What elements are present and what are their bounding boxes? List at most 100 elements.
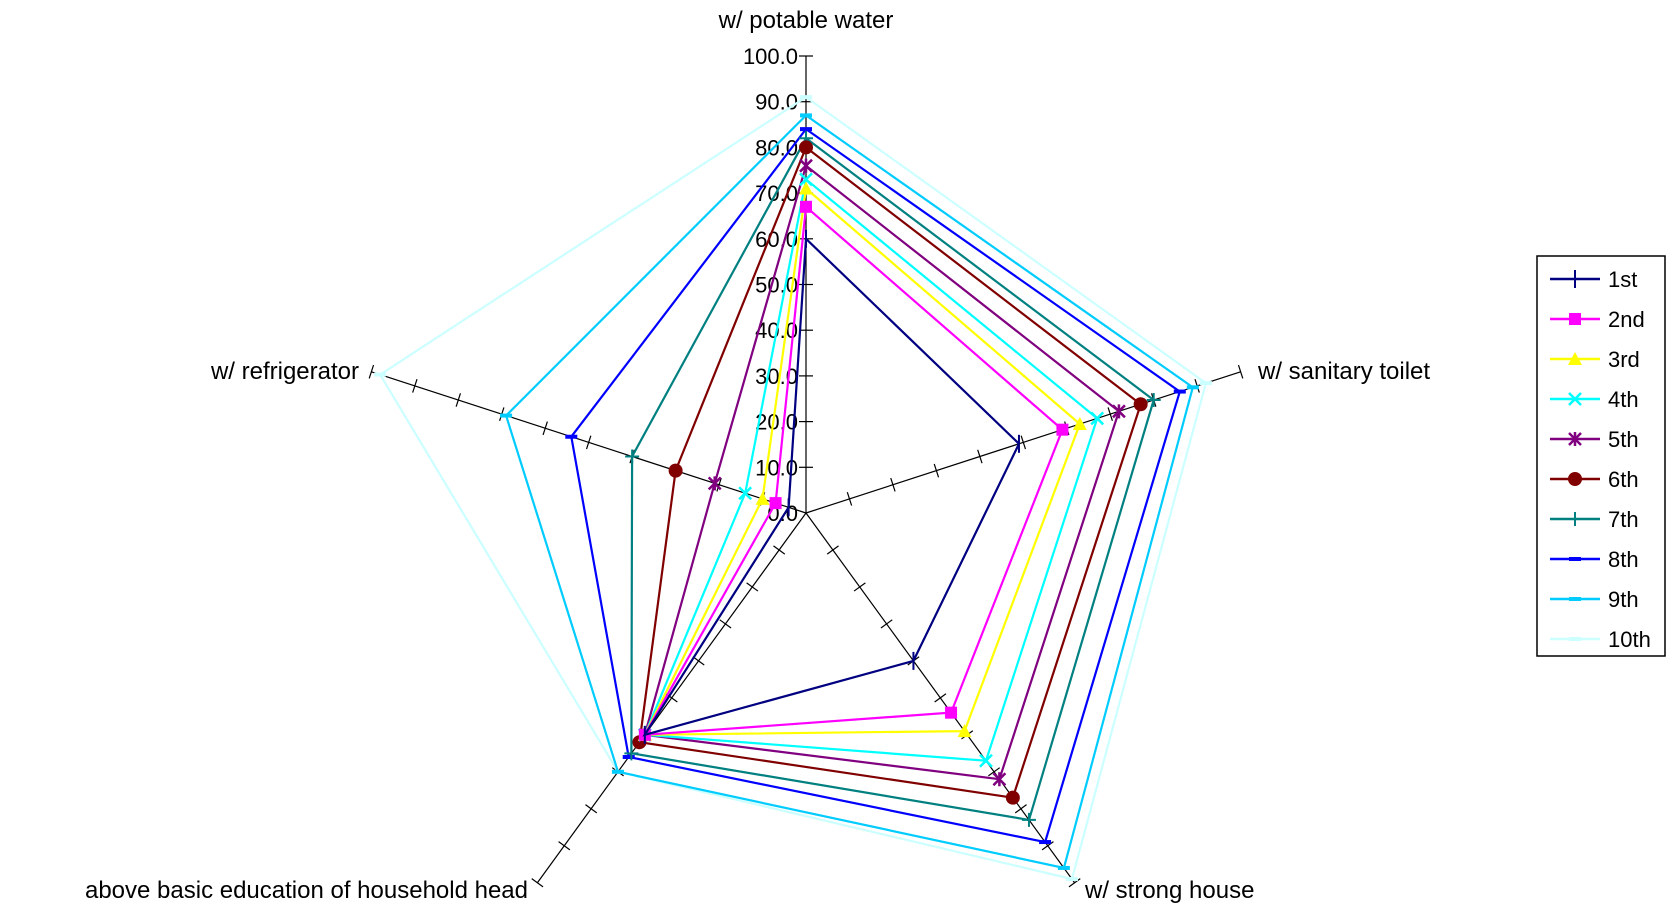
data-point bbox=[1186, 385, 1199, 390]
data-point bbox=[957, 724, 972, 738]
legend-item-5th: 5th bbox=[1550, 427, 1639, 452]
axis-tick bbox=[826, 545, 839, 555]
legend-label: 7th bbox=[1608, 507, 1639, 532]
axis-tick bbox=[585, 804, 598, 814]
data-point bbox=[1090, 411, 1105, 426]
data-point bbox=[1569, 597, 1581, 601]
axis-tick bbox=[412, 379, 418, 393]
series-layer bbox=[374, 95, 1212, 882]
axis-tick bbox=[1020, 435, 1027, 450]
axis-tick bbox=[542, 421, 548, 436]
axis-label: w/ strong house bbox=[1084, 877, 1254, 904]
data-point bbox=[769, 497, 782, 510]
axis-tick bbox=[934, 693, 947, 703]
series-line bbox=[643, 177, 1099, 762]
axis-tick bbox=[880, 619, 893, 629]
data-point bbox=[800, 200, 812, 213]
legend-label: 3rd bbox=[1608, 347, 1640, 372]
legend-item-7th: 7th bbox=[1550, 507, 1639, 532]
axis-tick bbox=[558, 841, 571, 851]
axis-labels: w/ potable water w/ sanitary toilet w/ str… bbox=[85, 7, 1430, 904]
data-point bbox=[611, 769, 624, 774]
legend-label: 2nd bbox=[1608, 307, 1645, 332]
data-point bbox=[1133, 397, 1148, 412]
data-point bbox=[799, 158, 813, 173]
legend-item-1st: 1st bbox=[1550, 267, 1637, 292]
legend-item-2nd: 2nd bbox=[1550, 307, 1645, 332]
data-point bbox=[1005, 790, 1020, 805]
data-point bbox=[622, 755, 635, 760]
axis-tick bbox=[1041, 841, 1054, 851]
legend-item-3rd: 3rd bbox=[1550, 347, 1640, 372]
axis-tick bbox=[846, 492, 853, 506]
legend-item-8th: 8th bbox=[1550, 547, 1639, 572]
tick-label: 90.0 bbox=[755, 90, 798, 115]
series-line bbox=[642, 236, 1021, 737]
axis-tick bbox=[455, 393, 462, 407]
series-6th bbox=[632, 140, 1148, 805]
axis-tick bbox=[746, 582, 759, 592]
tick-label: 30.0 bbox=[755, 364, 798, 389]
data-point bbox=[738, 486, 753, 501]
axis-label: above basic education of household head bbox=[85, 877, 528, 904]
series-8th bbox=[565, 127, 1186, 845]
axis-tick bbox=[988, 767, 1001, 777]
data-point bbox=[1568, 512, 1582, 526]
legend-label: 8th bbox=[1608, 547, 1639, 572]
series-line bbox=[642, 204, 1064, 737]
data-point bbox=[1569, 637, 1581, 641]
data-point bbox=[1199, 381, 1212, 386]
legend-label: 6th bbox=[1608, 467, 1639, 492]
axis-tick bbox=[719, 619, 732, 629]
axis-tick bbox=[1237, 364, 1244, 379]
data-point bbox=[1173, 389, 1186, 394]
data-point bbox=[992, 772, 1007, 787]
legend-label: 1st bbox=[1608, 267, 1637, 292]
data-point bbox=[1568, 472, 1582, 486]
data-point bbox=[1039, 840, 1052, 845]
axis-tick bbox=[716, 477, 722, 492]
data-point bbox=[1072, 417, 1087, 431]
data-point bbox=[1057, 865, 1070, 870]
axis-label: w/ sanitary toilet bbox=[1257, 358, 1430, 385]
series-line bbox=[630, 136, 1155, 822]
axis-tick bbox=[933, 463, 940, 478]
data-point bbox=[1568, 432, 1582, 446]
axis-label: w/ refrigerator bbox=[210, 358, 359, 385]
series-1st bbox=[642, 229, 1021, 744]
tick-label: 60.0 bbox=[755, 227, 798, 252]
series-line bbox=[638, 145, 1142, 799]
series-line bbox=[378, 95, 1208, 881]
legend-label: 9th bbox=[1608, 587, 1639, 612]
data-point bbox=[500, 413, 513, 418]
legend-item-10th: 10th bbox=[1550, 627, 1651, 652]
data-point bbox=[1568, 392, 1582, 406]
data-point bbox=[374, 372, 387, 377]
data-point bbox=[624, 746, 639, 761]
series-line bbox=[570, 127, 1182, 844]
data-point bbox=[979, 753, 993, 768]
series-line bbox=[504, 113, 1195, 870]
data-point bbox=[1569, 557, 1581, 561]
axis-tick bbox=[368, 364, 375, 379]
series-2nd bbox=[638, 200, 1069, 741]
data-point bbox=[755, 491, 770, 505]
data-point bbox=[945, 706, 958, 719]
axis-tick bbox=[853, 582, 866, 592]
axis-tick bbox=[1068, 878, 1081, 888]
data-point bbox=[800, 127, 812, 132]
axis-tick bbox=[773, 545, 786, 555]
legend-item-6th: 6th bbox=[1550, 467, 1639, 492]
data-point bbox=[1056, 423, 1069, 436]
data-point bbox=[1112, 404, 1126, 419]
series-9th bbox=[500, 113, 1199, 870]
axis-label: w/ potable water bbox=[718, 7, 894, 34]
data-point bbox=[1569, 313, 1581, 325]
legend-box bbox=[1536, 255, 1666, 657]
data-point bbox=[707, 476, 722, 491]
data-point bbox=[800, 95, 812, 100]
series-line bbox=[643, 186, 1082, 736]
legend-item-4th: 4th bbox=[1550, 387, 1639, 412]
series-line bbox=[643, 163, 1121, 781]
